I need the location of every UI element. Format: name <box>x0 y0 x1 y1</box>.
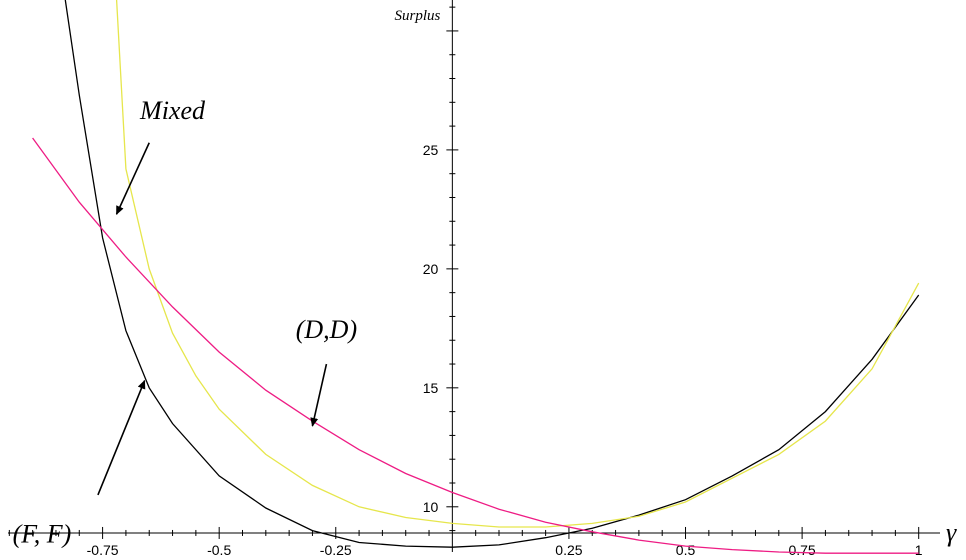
x-axis-title: γ <box>946 518 957 547</box>
annotation-layer: Mixed (D,D) (F, F) <box>13 96 358 549</box>
x-tick-label: 0.75 <box>788 542 815 558</box>
y-axis-title: Surplus <box>395 8 441 24</box>
series-line-3 <box>32 137 919 554</box>
annotation-label: (F, F) <box>13 519 72 548</box>
axes: -0.75 -0.5 -0.25 0.25 0.5 0.75 1 10 15 20 25 <box>8 0 940 558</box>
annotation-label: (D,D) <box>296 315 357 344</box>
y-tick-label: 15 <box>423 380 439 396</box>
x-tick-label: -0.5 <box>207 542 231 558</box>
x-tick-label: 0.25 <box>555 542 582 558</box>
series-line-2 <box>115 0 920 528</box>
annotation-arrow <box>310 363 328 427</box>
annotation-arrow <box>97 379 146 496</box>
annotation-label: Mixed <box>139 96 206 125</box>
y-tick-label: 25 <box>423 142 439 158</box>
series-line-1 <box>64 0 920 548</box>
x-tick-label: 0.5 <box>676 542 696 558</box>
y-tick-label: 10 <box>423 499 439 515</box>
x-tick-label: 1 <box>915 542 923 558</box>
y-tick-label: 20 <box>423 261 439 277</box>
series-layer <box>32 0 920 554</box>
x-tick-label: -0.75 <box>87 542 119 558</box>
x-tick-label: -0.25 <box>320 542 352 558</box>
annotation-arrow <box>115 142 150 216</box>
